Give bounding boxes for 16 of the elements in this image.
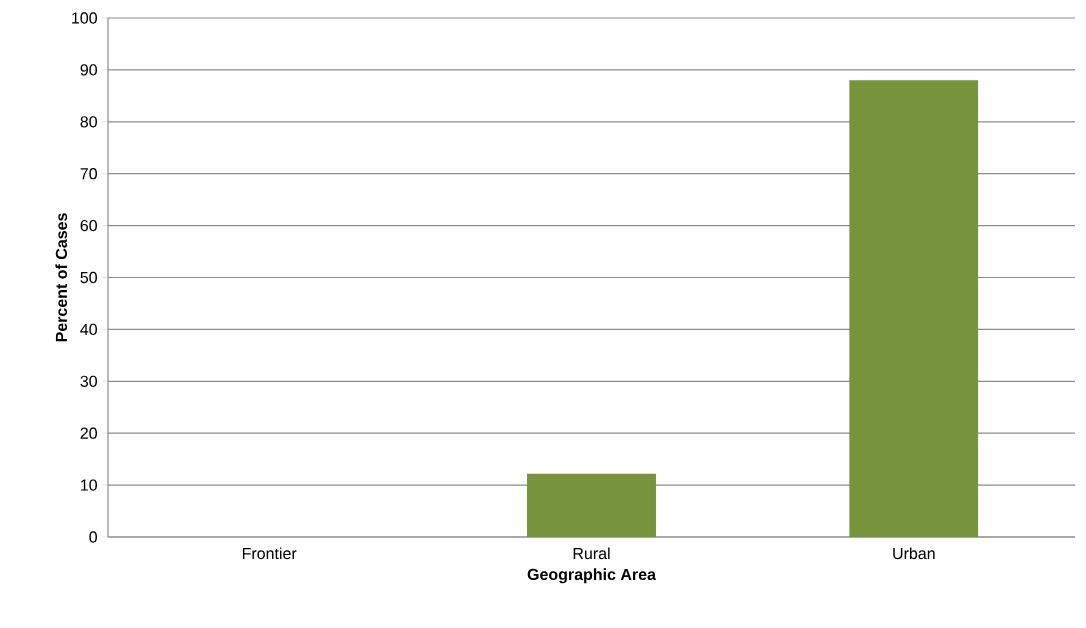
y-tick-label: 20 bbox=[80, 427, 97, 439]
y-tick-label: 50 bbox=[80, 271, 97, 284]
x-tick-label: Frontier bbox=[242, 547, 297, 560]
y-tick-label: 80 bbox=[80, 116, 97, 128]
x-tick-label: Rural bbox=[573, 547, 610, 560]
y-tick-label: 100 bbox=[72, 12, 97, 24]
y-tick-label: 70 bbox=[80, 168, 97, 180]
y-tick-label: 0 bbox=[89, 531, 97, 543]
y-tick-label: 30 bbox=[80, 375, 97, 387]
y-tick-label: 40 bbox=[80, 323, 97, 336]
y-tick-label: 60 bbox=[80, 219, 97, 232]
x-tick-label: Urban bbox=[893, 547, 935, 560]
x-axis-title: Geographic Area bbox=[527, 568, 657, 584]
y-tick-label: 90 bbox=[80, 64, 97, 76]
y-tick-label: 10 bbox=[81, 479, 97, 491]
y-axis-title: Percent of Cases bbox=[55, 213, 68, 342]
